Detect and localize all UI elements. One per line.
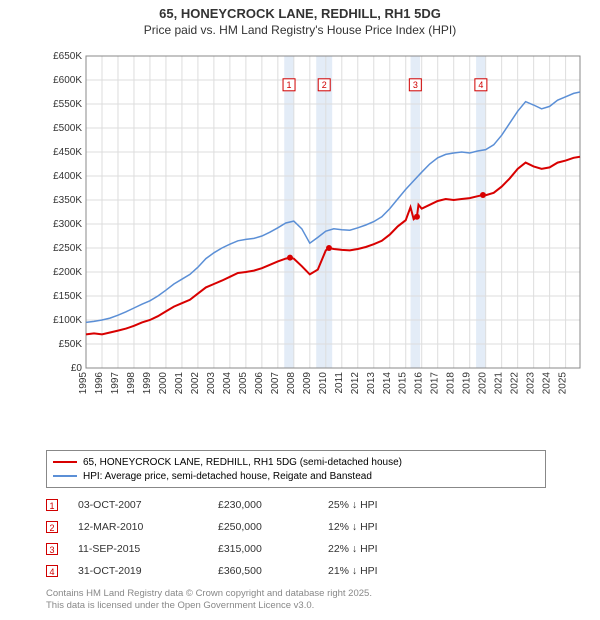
x-tick-label: 2018: [446, 372, 457, 395]
x-tick-label: 2000: [158, 372, 169, 395]
x-tick-label: 2012: [350, 372, 361, 395]
transaction-date: 11-SEP-2015: [78, 543, 218, 555]
legend-label: 65, HONEYCROCK LANE, REDHILL, RH1 5DG (s…: [83, 457, 402, 468]
transaction-date: 03-OCT-2007: [78, 499, 218, 511]
transaction-row: 3 11-SEP-2015£315,00022% ↓ HPI: [46, 538, 448, 560]
x-tick-label: 2015: [398, 372, 409, 395]
sale-point: [326, 245, 332, 251]
transaction-marker: 4: [46, 565, 58, 577]
y-tick-label: £100K: [53, 315, 82, 326]
legend-swatch: [53, 461, 77, 463]
legend: 65, HONEYCROCK LANE, REDHILL, RH1 5DG (s…: [46, 450, 546, 488]
transactions-table: 1 03-OCT-2007£230,00025% ↓ HPI 2 12-MAR-201…: [46, 494, 448, 582]
x-tick-label: 2009: [302, 372, 313, 395]
legend-label: HPI: Average price, semi-detached house,…: [83, 471, 372, 482]
y-tick-label: £550K: [53, 99, 82, 110]
y-tick-label: £350K: [53, 195, 82, 206]
x-tick-label: 1996: [94, 372, 105, 395]
transaction-diff: 25% ↓ HPI: [328, 499, 448, 511]
chart-marker-number: 3: [413, 80, 418, 90]
sale-point: [480, 192, 486, 198]
title-line1: 65, HONEYCROCK LANE, REDHILL, RH1 5DG: [0, 6, 600, 21]
x-tick-label: 2021: [494, 372, 505, 395]
chart-marker-number: 2: [322, 80, 327, 90]
y-tick-label: £150K: [53, 291, 82, 302]
x-tick-label: 2011: [334, 372, 345, 394]
chart-marker-number: 1: [287, 80, 292, 90]
x-tick-label: 2001: [174, 372, 185, 395]
y-tick-label: £600K: [53, 75, 82, 86]
sale-point: [287, 255, 293, 261]
x-tick-label: 1998: [126, 372, 137, 395]
title-block: 65, HONEYCROCK LANE, REDHILL, RH1 5DG Pr…: [0, 0, 600, 37]
x-tick-label: 2004: [222, 372, 233, 395]
transaction-row: 1 03-OCT-2007£230,00025% ↓ HPI: [46, 494, 448, 516]
shaded-band: [476, 56, 486, 368]
x-tick-label: 2025: [558, 372, 569, 395]
transaction-diff: 12% ↓ HPI: [328, 521, 448, 533]
y-tick-label: £50K: [59, 339, 83, 350]
x-tick-label: 2013: [366, 372, 377, 395]
line-chart: £0£50K£100K£150K£200K£250K£300K£350K£400…: [46, 48, 586, 408]
y-tick-label: £250K: [53, 243, 82, 254]
transaction-marker: 1: [46, 499, 58, 511]
transaction-price: £360,500: [218, 565, 328, 577]
legend-swatch: [53, 475, 77, 477]
plot-border: [86, 56, 580, 368]
transaction-date: 12-MAR-2010: [78, 521, 218, 533]
x-tick-label: 2017: [430, 372, 441, 395]
chart-marker-number: 4: [478, 80, 483, 90]
shaded-band: [316, 56, 332, 368]
x-tick-label: 2020: [478, 372, 489, 395]
x-tick-label: 2006: [254, 372, 265, 395]
y-tick-label: £200K: [53, 267, 82, 278]
legend-row: HPI: Average price, semi-detached house,…: [53, 469, 539, 483]
transaction-price: £230,000: [218, 499, 328, 511]
attribution-line2: This data is licensed under the Open Gov…: [46, 600, 372, 612]
y-tick-label: £300K: [53, 219, 82, 230]
x-tick-label: 2023: [526, 372, 537, 395]
transaction-date: 31-OCT-2019: [78, 565, 218, 577]
x-tick-label: 2008: [286, 372, 297, 395]
series-hpi: [86, 92, 580, 322]
attribution-line1: Contains HM Land Registry data © Crown c…: [46, 588, 372, 600]
y-tick-label: £450K: [53, 147, 82, 158]
x-tick-label: 2005: [238, 372, 249, 395]
x-tick-label: 1997: [110, 372, 121, 395]
title-line2: Price paid vs. HM Land Registry's House …: [0, 23, 600, 37]
series-price_paid: [86, 157, 580, 335]
sale-point: [414, 214, 420, 220]
x-tick-label: 2002: [190, 372, 201, 395]
transaction-diff: 22% ↓ HPI: [328, 543, 448, 555]
x-tick-label: 2019: [462, 372, 473, 395]
transaction-price: £315,000: [218, 543, 328, 555]
chart-container: 65, HONEYCROCK LANE, REDHILL, RH1 5DG Pr…: [0, 0, 600, 620]
transaction-price: £250,000: [218, 521, 328, 533]
x-tick-label: 2022: [510, 372, 521, 395]
transaction-row: 2 12-MAR-2010£250,00012% ↓ HPI: [46, 516, 448, 538]
x-tick-label: 1995: [78, 372, 89, 395]
y-tick-label: £400K: [53, 171, 82, 182]
x-tick-label: 1999: [142, 372, 153, 395]
x-tick-label: 2014: [382, 372, 393, 395]
y-tick-label: £500K: [53, 123, 82, 134]
shaded-band: [284, 56, 294, 368]
legend-row: 65, HONEYCROCK LANE, REDHILL, RH1 5DG (s…: [53, 455, 539, 469]
x-tick-label: 2003: [206, 372, 217, 395]
transaction-diff: 21% ↓ HPI: [328, 565, 448, 577]
x-tick-label: 2007: [270, 372, 281, 395]
transaction-marker: 2: [46, 521, 58, 533]
x-tick-label: 2010: [318, 372, 329, 395]
y-tick-label: £650K: [53, 51, 82, 62]
attribution: Contains HM Land Registry data © Crown c…: [46, 588, 372, 612]
transaction-marker: 3: [46, 543, 58, 555]
x-tick-label: 2016: [414, 372, 425, 395]
x-tick-label: 2024: [542, 372, 553, 395]
transaction-row: 4 31-OCT-2019£360,50021% ↓ HPI: [46, 560, 448, 582]
